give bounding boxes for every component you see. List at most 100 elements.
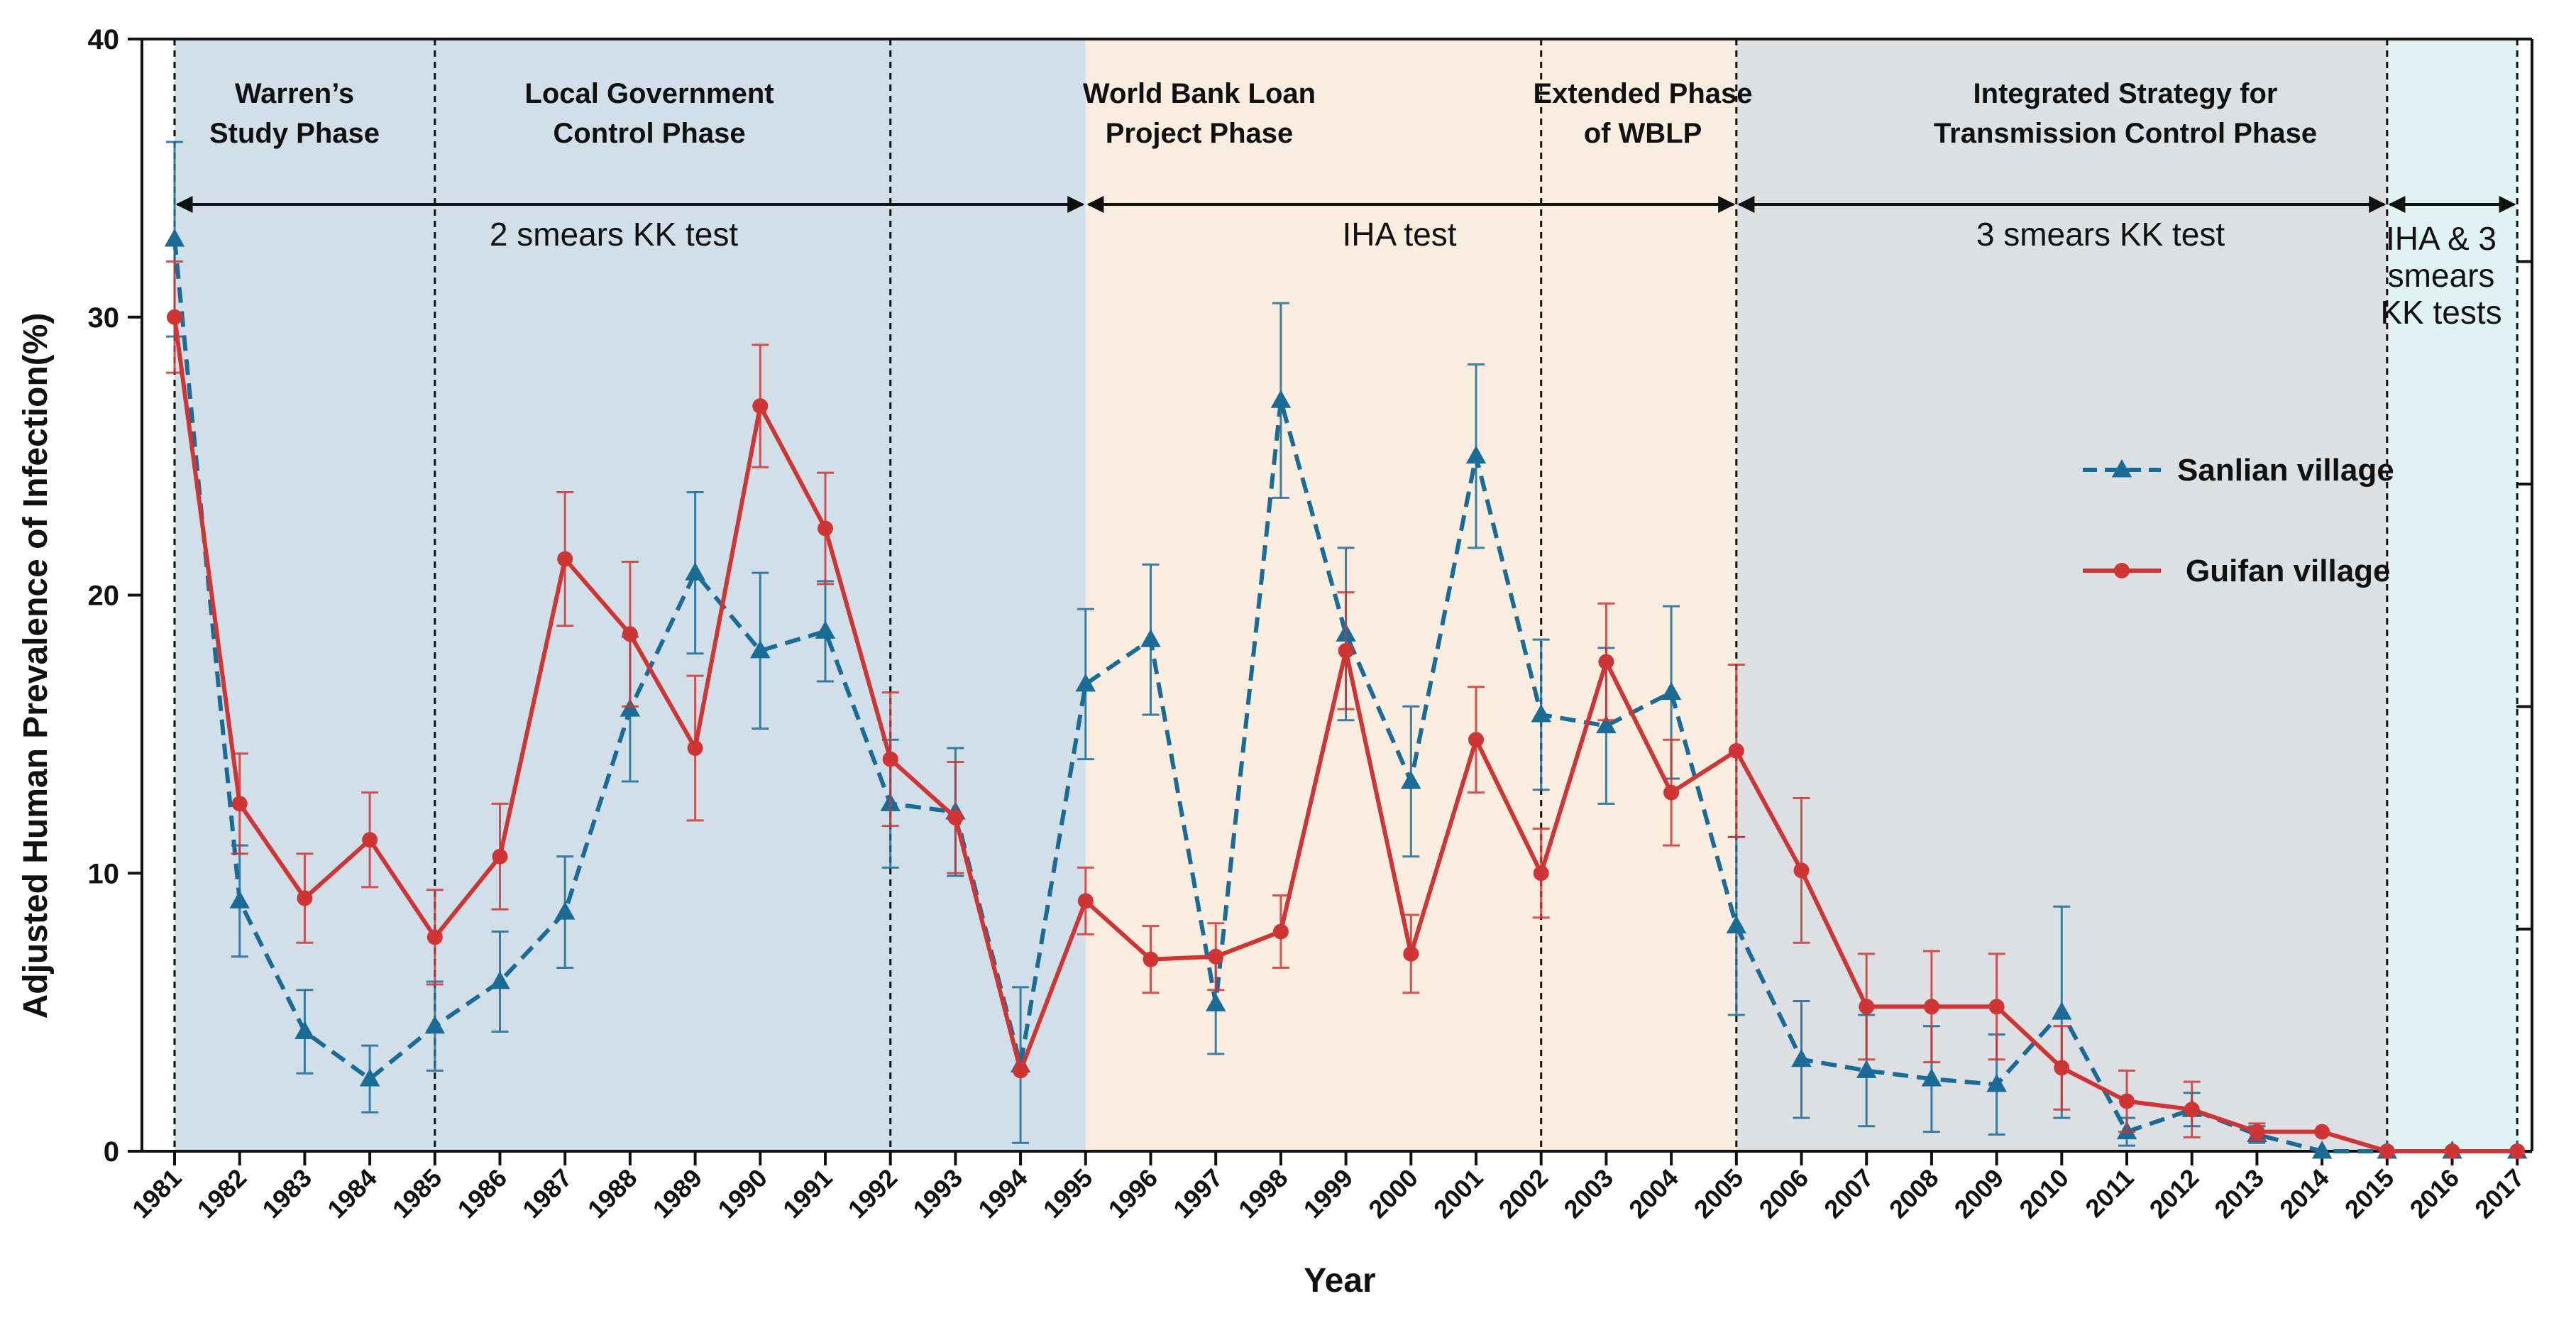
marker-guifan-2003 (1598, 654, 1614, 670)
marker-guifan-2004 (1663, 784, 1680, 801)
phase-label-3-line-0: Extended Phase (1533, 78, 1752, 109)
marker-sanlian-1984 (359, 1068, 380, 1087)
x-tick-label-1998: 1998 (1233, 1163, 1294, 1224)
marker-sanlian-1995 (1075, 673, 1096, 692)
marker-guifan-1985 (426, 929, 443, 945)
marker-sanlian-2000 (1401, 770, 1421, 789)
marker-sanlian-2003 (1596, 715, 1617, 734)
marker-guifan-1997 (1208, 948, 1224, 965)
marker-sanlian-1987 (554, 901, 576, 920)
y-tick-label-20: 20 (88, 581, 120, 612)
x-tick-label-1986: 1986 (452, 1163, 513, 1224)
marker-guifan-1995 (1077, 893, 1094, 909)
x-tick-label-2006: 2006 (1754, 1163, 1815, 1224)
marker-sanlian-1991 (815, 620, 836, 639)
marker-guifan-2013 (2249, 1124, 2265, 1140)
x-tick-label-2005: 2005 (1688, 1163, 1749, 1224)
marker-guifan-2000 (1403, 945, 1419, 962)
marker-guifan-1994 (1013, 1063, 1029, 1079)
x-tick-label-2002: 2002 (1493, 1163, 1554, 1224)
x-tick-label-1987: 1987 (517, 1163, 578, 1224)
legend-item-sanlian: Sanlian village (2083, 453, 2394, 488)
x-tick-label-1988: 1988 (582, 1163, 643, 1224)
phase-label-1-line-0: Local Government (524, 78, 774, 109)
test-label-3-line-1: smears (2388, 257, 2495, 294)
marker-guifan-1981 (167, 309, 182, 325)
marker-sanlian-1986 (490, 971, 510, 989)
marker-guifan-2009 (1988, 999, 2005, 1015)
phase-label-4-line-1: Transmission Control Phase (1934, 118, 2317, 149)
marker-guifan-2010 (2054, 1060, 2070, 1076)
marker-guifan-1996 (1143, 951, 1159, 967)
x-tick-label-1996: 1996 (1103, 1163, 1164, 1224)
x-tick-label-1983: 1983 (256, 1163, 317, 1224)
x-tick-label-1992: 1992 (842, 1163, 903, 1224)
marker-guifan-2014 (2314, 1124, 2330, 1140)
marker-sanlian-2004 (1661, 681, 1682, 701)
test-label-0-line-0: 2 smears KK test (490, 216, 738, 253)
marker-guifan-1982 (231, 796, 248, 812)
marker-guifan-2002 (1533, 865, 1549, 882)
legend-swatch-marker (2111, 459, 2132, 478)
y-axis-title: Adjusted Human Prevalence of Infection(%… (17, 313, 55, 1019)
x-tick-label-2013: 2013 (2208, 1163, 2269, 1224)
marker-guifan-1989 (687, 740, 703, 756)
marker-guifan-2005 (1728, 742, 1744, 759)
x-tick-label-2001: 2001 (1428, 1163, 1489, 1224)
marker-sanlian-2014 (2311, 1141, 2333, 1159)
phase-label-layer: Warren’s Study Phase Local Government Contr… (209, 78, 2317, 149)
marker-sanlian-2006 (1791, 1048, 1812, 1067)
x-tick-label-2017: 2017 (2469, 1163, 2530, 1224)
marker-guifan-1990 (752, 398, 769, 415)
y-tick-label-0: 0 (104, 1136, 119, 1168)
marker-sanlian-1981 (164, 229, 185, 247)
marker-guifan-1988 (622, 626, 638, 642)
marker-guifan-2011 (2119, 1093, 2135, 1109)
marker-guifan-2016 (2444, 1143, 2460, 1159)
test-label-3-line-2: KK tests (2380, 294, 2501, 331)
marker-guifan-2015 (2379, 1143, 2395, 1159)
x-tick-label-1990: 1990 (712, 1163, 773, 1224)
x-tick-label-1982: 1982 (192, 1163, 253, 1224)
marker-guifan-1998 (1272, 923, 1289, 940)
test-period-layer: 2 smears KK test IHA test 3 smears KK test… (175, 196, 2516, 331)
x-tick-label-2008: 2008 (1883, 1163, 1944, 1224)
y-tick-label-40: 40 (88, 24, 120, 55)
x-tick-label-2014: 2014 (2274, 1163, 2335, 1224)
phase-label-0-line-0: Warren’s (235, 78, 354, 109)
legend-label-guifan: Guifan village (2186, 554, 2391, 588)
legend: Sanlian village Guifan village (2083, 453, 2394, 588)
phase-label-2-line-1: Project Phase (1106, 118, 1294, 149)
marker-guifan-2001 (1468, 732, 1484, 748)
marker-sanlian-1998 (1270, 390, 1292, 408)
x-axis-title: Year (1304, 1262, 1375, 1300)
legend-item-guifan: Guifan village (2083, 554, 2391, 588)
marker-guifan-2007 (1859, 999, 1875, 1015)
x-tick-label-1997: 1997 (1167, 1163, 1228, 1224)
marker-sanlian-1997 (1205, 993, 1226, 1011)
series-layer (164, 141, 2528, 1159)
marker-sanlian-2007 (1856, 1060, 1877, 1078)
marker-guifan-1984 (362, 832, 378, 848)
x-tick-label-2010: 2010 (2013, 1163, 2074, 1224)
marker-sanlian-1989 (685, 562, 705, 581)
marker-sanlian-1990 (750, 639, 771, 659)
marker-guifan-1999 (1338, 642, 1354, 659)
x-tick-label-2007: 2007 (1818, 1163, 1879, 1224)
marker-guifan-1987 (557, 551, 573, 567)
marker-guifan-1986 (492, 848, 508, 864)
marker-sanlian-1985 (424, 1015, 446, 1034)
legend-label-sanlian: Sanlian village (2177, 453, 2394, 488)
marker-sanlian-2002 (1531, 703, 1551, 723)
x-tick-label-1994: 1994 (972, 1163, 1033, 1224)
x-tick-label-2016: 2016 (2404, 1163, 2465, 1224)
y-tick-label-30: 30 (88, 302, 120, 334)
marker-sanlian-1988 (620, 698, 641, 717)
marker-sanlian-2001 (1465, 445, 1487, 464)
phase-label-3-line-1: of WBLP (1584, 118, 1702, 149)
marker-guifan-2008 (1923, 999, 1939, 1015)
phase-background-layer (175, 39, 2518, 1151)
marker-guifan-2012 (2184, 1102, 2200, 1118)
shade-band-3 (2387, 39, 2518, 1151)
x-tick-label-1991: 1991 (777, 1163, 838, 1224)
